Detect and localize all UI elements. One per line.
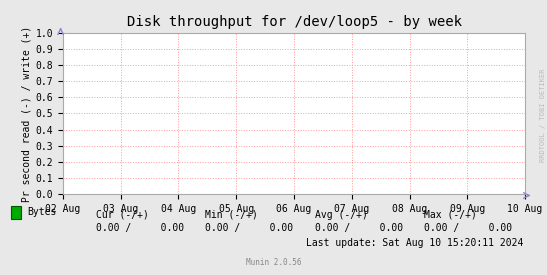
- Text: Avg (-/+): Avg (-/+): [315, 210, 368, 219]
- Text: RRDTOOL / TOBI OETIKER: RRDTOOL / TOBI OETIKER: [540, 69, 546, 162]
- Text: 0.00 /     0.00: 0.00 / 0.00: [205, 223, 293, 233]
- Text: Munin 2.0.56: Munin 2.0.56: [246, 258, 301, 267]
- Text: Max (-/+): Max (-/+): [424, 210, 477, 219]
- Text: Cur (-/+): Cur (-/+): [96, 210, 149, 219]
- Text: Min (-/+): Min (-/+): [205, 210, 258, 219]
- Text: 0.00 /     0.00: 0.00 / 0.00: [315, 223, 403, 233]
- Title: Disk throughput for /dev/loop5 - by week: Disk throughput for /dev/loop5 - by week: [126, 15, 462, 29]
- Y-axis label: Pr second read (-) / write (+): Pr second read (-) / write (+): [21, 25, 31, 202]
- Text: Bytes: Bytes: [27, 207, 57, 218]
- Text: 0.00 /     0.00: 0.00 / 0.00: [424, 223, 512, 233]
- Text: Last update: Sat Aug 10 15:20:11 2024: Last update: Sat Aug 10 15:20:11 2024: [306, 238, 523, 248]
- Text: 0.00 /     0.00: 0.00 / 0.00: [96, 223, 184, 233]
